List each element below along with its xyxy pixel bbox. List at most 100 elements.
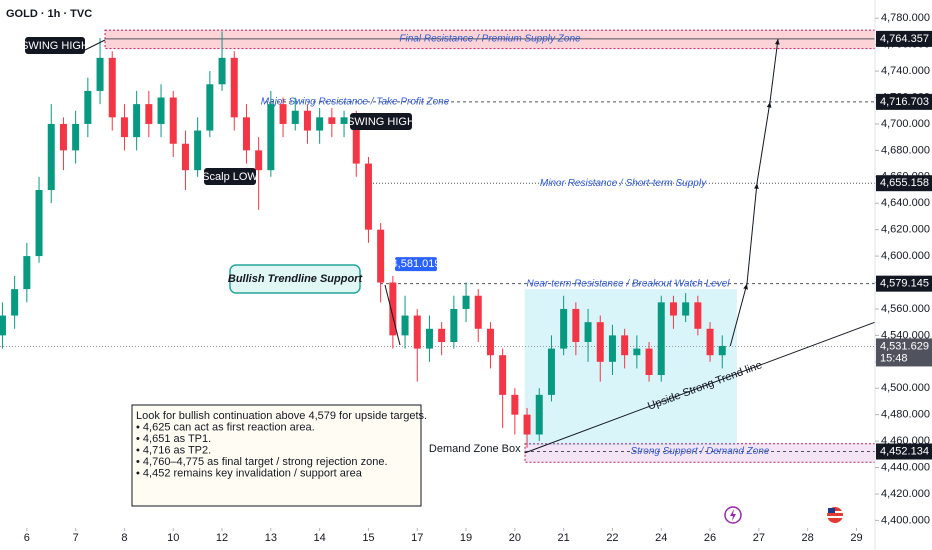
x-tick-label: 28 (802, 532, 814, 544)
y-tick-label: 4,480.000 (881, 409, 930, 421)
x-tick-label: 22 (606, 532, 618, 544)
x-tick-label: 15 (362, 532, 374, 544)
annotation-box (25, 37, 85, 54)
plot: Demand Zone Box Final Resistance / Premiu… (0, 29, 876, 507)
candle-body (547, 348, 555, 395)
candle-body (511, 394, 519, 415)
candle-body (340, 117, 348, 124)
level-text: Strong Support / Demand Zone (631, 446, 770, 457)
arrow-head (743, 283, 748, 290)
candle-body (72, 123, 80, 151)
x-tick-label: 14 (314, 532, 326, 544)
y-tick-label: 4,500.000 (881, 382, 930, 394)
arrow-head (774, 38, 780, 45)
candle-body (560, 308, 568, 349)
level-text: Final Resistance / Premium Supply Zone (399, 34, 581, 45)
annotation-text: SWING HIGH (21, 40, 89, 52)
candle-body (706, 328, 714, 356)
y-tick-label: 4,680.000 (881, 144, 930, 156)
candle-body (35, 190, 43, 257)
box-label: Demand Zone Box (429, 443, 521, 455)
x-tick-label: 8 (121, 532, 127, 544)
price-label-box (876, 30, 932, 47)
candle-body (181, 143, 189, 171)
x-tick-label: 17 (411, 532, 423, 544)
note-line: Look for bullish continuation above 4,57… (136, 410, 427, 422)
y-tick-label: 4,440.000 (881, 461, 930, 473)
level-text: Near-term Resistance / Breakout Watch Le… (526, 278, 730, 289)
candle-body (11, 289, 19, 316)
callout-pointer (384, 284, 401, 346)
price-tag-box (395, 257, 437, 272)
note-line: • 4,452 remains key invalidation / suppo… (136, 467, 363, 479)
candle-body (291, 110, 299, 124)
candle-body (23, 256, 31, 290)
note-line: • 4,625 can act as first reaction area. (136, 421, 315, 433)
candle-body (120, 117, 128, 138)
annotation-box (204, 168, 256, 185)
current-price-time: 15:48 (880, 352, 908, 364)
candle-body (413, 315, 421, 349)
candle-body (633, 348, 641, 356)
chart-title: GOLD · 1h · TVC (6, 8, 92, 20)
x-tick-label: 29 (850, 532, 862, 544)
x-tick-label: 26 (704, 532, 716, 544)
level-text: Major Swing Resistance / Take Profit Zon… (261, 97, 450, 108)
arrow-head (754, 183, 759, 189)
y-tick-label: 4,640.000 (881, 197, 930, 209)
candle-body (352, 117, 360, 164)
x-tick-label: 27 (753, 532, 765, 544)
candle-body (486, 328, 494, 356)
candle-body (462, 295, 470, 309)
candle-body (194, 130, 202, 171)
candle-body (474, 295, 482, 329)
candle-body (145, 104, 153, 124)
price-label: 4,655.158 (880, 177, 929, 189)
candle-body (169, 97, 177, 144)
note-box (131, 404, 422, 507)
candle-body (157, 97, 165, 124)
y-tick-label: 4,620.000 (881, 224, 930, 236)
annotation-text: SWING HIGH (347, 116, 415, 128)
price-label-box (876, 93, 932, 110)
candle-body (425, 328, 433, 349)
candle-body (377, 229, 385, 283)
annotation-box (350, 113, 412, 130)
candle-body (206, 84, 214, 131)
candle-body (572, 308, 580, 342)
candle-body (523, 414, 531, 435)
x-tick-label: 10 (167, 532, 179, 544)
candle-body (218, 57, 226, 85)
candle-body (59, 123, 67, 151)
swing-line (84, 39, 106, 51)
candle-body (450, 308, 458, 342)
candle-body (303, 110, 311, 131)
y-tick-label: 4,400.000 (881, 514, 930, 526)
note-line: • 4,760–4,775 as final target / strong r… (136, 456, 388, 468)
candle-body (133, 104, 141, 138)
candle-body (328, 117, 336, 124)
trendline (524, 321, 876, 454)
candle-body (255, 150, 263, 171)
flag-stripe (827, 516, 843, 518)
candle-body (694, 302, 702, 329)
candle-body (621, 335, 629, 356)
y-tick-label: 4,420.000 (881, 488, 930, 500)
candle-body (645, 348, 653, 376)
x-tick-label: 21 (558, 532, 570, 544)
x-tick-label: 7 (73, 532, 79, 544)
level-text: Minor Resistance / Short-term Supply (540, 178, 707, 189)
candle-body (316, 117, 324, 131)
price-label: 4,716.703 (880, 96, 929, 108)
candle-body (669, 302, 677, 316)
x-tick-label: 24 (655, 532, 667, 544)
candle-body (84, 90, 92, 124)
candle-body (401, 315, 409, 336)
candle-body (682, 302, 690, 316)
x-tick-label: 6 (24, 532, 30, 544)
callout-text: Bullish Trendline Support (228, 273, 364, 285)
price-label: 4,452.134 (880, 445, 929, 457)
price-label: 4,579.145 (880, 278, 929, 290)
candle-body (499, 355, 507, 395)
